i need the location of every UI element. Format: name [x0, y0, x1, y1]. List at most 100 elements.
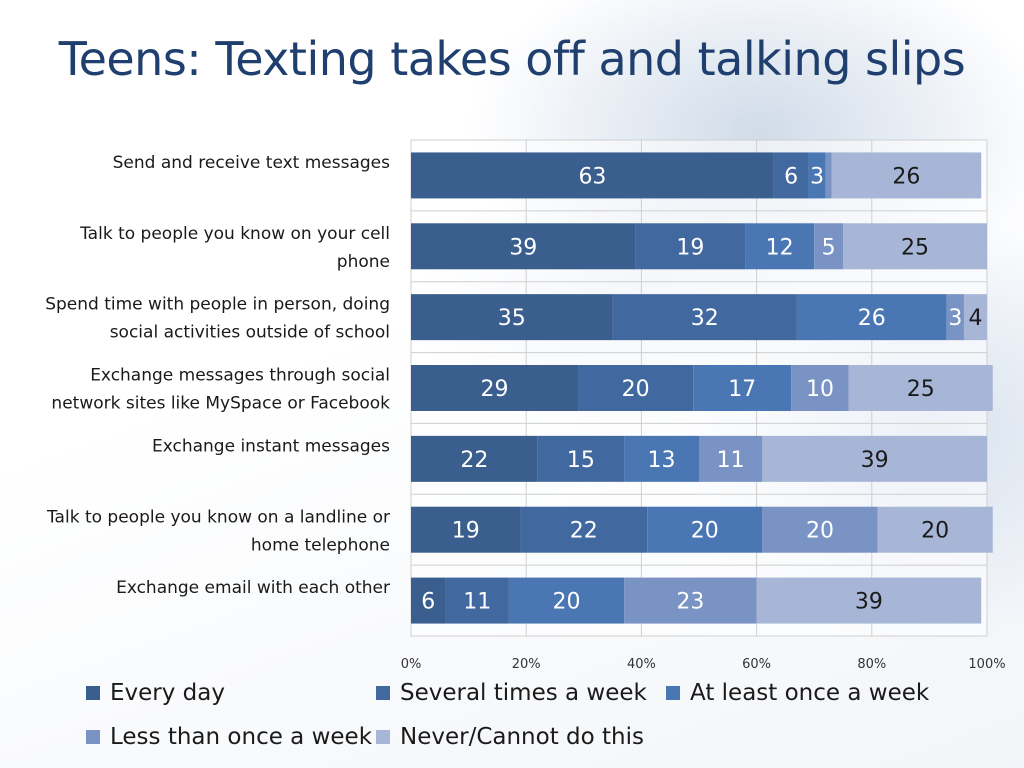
data-label: 25 [901, 235, 929, 260]
x-tick-label: 60% [742, 657, 771, 672]
data-label: 13 [648, 448, 676, 473]
bar-segment [762, 435, 987, 482]
legend-item: Never/Cannot do this [376, 724, 644, 750]
bar-segment [411, 435, 538, 482]
data-label: 10 [806, 377, 834, 402]
bar-segment [693, 365, 792, 411]
legend-swatch [376, 686, 390, 700]
category-label: Spend time with people in person, doing [45, 295, 390, 315]
legend-label: At least once a week [690, 680, 930, 706]
data-label: 19 [676, 235, 704, 260]
data-label: 23 [676, 590, 704, 615]
bar-segment [791, 365, 849, 411]
bar-segment [808, 152, 826, 199]
bar-segment [831, 152, 982, 199]
data-label: 12 [766, 235, 794, 260]
data-label: 22 [570, 519, 598, 544]
bar-segment [699, 435, 763, 482]
data-label: 5 [822, 235, 836, 260]
legend-label: Every day [110, 680, 225, 706]
legend-swatch [376, 730, 390, 744]
legend-item: Less than once a week [86, 724, 372, 750]
legend-label: Several times a week [400, 680, 647, 706]
bar-segment [756, 577, 982, 624]
data-label: 19 [452, 519, 480, 544]
data-label: 15 [567, 448, 595, 473]
category-label: Send and receive text messages [113, 153, 390, 173]
bar-segment [843, 223, 987, 270]
x-tick-label: 80% [857, 657, 886, 672]
x-tick-label: 40% [627, 657, 656, 672]
data-label: 22 [460, 448, 488, 473]
bar-segment [877, 506, 993, 553]
bar-segment [411, 294, 613, 341]
bar-segment [773, 152, 809, 199]
data-label: 20 [553, 590, 581, 615]
bar-segment [445, 577, 509, 624]
x-tick-label: 20% [512, 657, 541, 672]
bar-segment [612, 294, 797, 341]
data-label: 6 [421, 590, 435, 615]
bar-segment [946, 294, 964, 341]
bar-segment [635, 223, 746, 270]
data-label: 17 [728, 377, 756, 402]
legend-item: Every day [86, 680, 225, 706]
legend-label: Never/Cannot do this [400, 724, 644, 750]
category-label: Exchange messages through social [90, 366, 390, 386]
data-label: 3 [810, 164, 824, 189]
category-label: social activities outside of school [110, 323, 390, 343]
bar-segment [624, 435, 699, 482]
bar-segment [578, 365, 694, 411]
bar-segment [825, 152, 832, 199]
category-label: Talk to people you know on a landline or [46, 507, 390, 527]
data-label: 39 [855, 590, 883, 615]
legend-swatch [666, 686, 680, 700]
bar-segment [411, 506, 521, 553]
slide-title: Teens: Texting takes off and talking sli… [58, 32, 966, 86]
data-label: 29 [481, 377, 509, 402]
data-label: 20 [691, 519, 719, 544]
category-label: phone [337, 252, 390, 272]
bar-segment [520, 506, 648, 553]
data-label: 11 [717, 448, 745, 473]
category-label: Talk to people you know on your cell [79, 224, 390, 244]
bar-segment [647, 506, 763, 553]
data-label: 3 [948, 306, 962, 331]
category-label: Exchange email with each other [116, 578, 390, 598]
legend-label: Less than once a week [110, 724, 373, 750]
data-label: 32 [691, 306, 719, 331]
bar-segment [814, 223, 843, 270]
bar-segment [411, 577, 446, 624]
category-label: home telephone [251, 535, 390, 555]
bar-segment [411, 152, 774, 199]
legend-swatch [86, 686, 100, 700]
bar-segment [624, 577, 757, 624]
x-tick-label: 100% [968, 657, 1005, 672]
bar-segment [963, 294, 987, 341]
data-label: 20 [921, 519, 949, 544]
data-label: 11 [463, 590, 491, 615]
data-label: 6 [784, 164, 798, 189]
legend-swatch [86, 730, 100, 744]
bar-segment [537, 435, 625, 482]
data-label: 20 [622, 377, 650, 402]
legend-item: At least once a week [666, 680, 929, 706]
bar-segment [745, 223, 815, 270]
data-label: 39 [509, 235, 537, 260]
bar-segment [411, 223, 636, 270]
data-label: 4 [968, 306, 982, 331]
data-label: 26 [858, 306, 886, 331]
x-tick-label: 0% [401, 657, 422, 672]
legend-item: Several times a week [376, 680, 647, 706]
data-label: 20 [806, 519, 834, 544]
bar-segment [508, 577, 625, 624]
bar-segment [848, 365, 993, 411]
data-label: 35 [498, 306, 526, 331]
data-label: 39 [861, 448, 889, 473]
category-label: network sites like MySpace or Facebook [51, 394, 390, 414]
bar-segment [411, 365, 579, 411]
data-label: 25 [907, 377, 935, 402]
bar-segment [762, 506, 878, 553]
data-label: 26 [892, 164, 920, 189]
